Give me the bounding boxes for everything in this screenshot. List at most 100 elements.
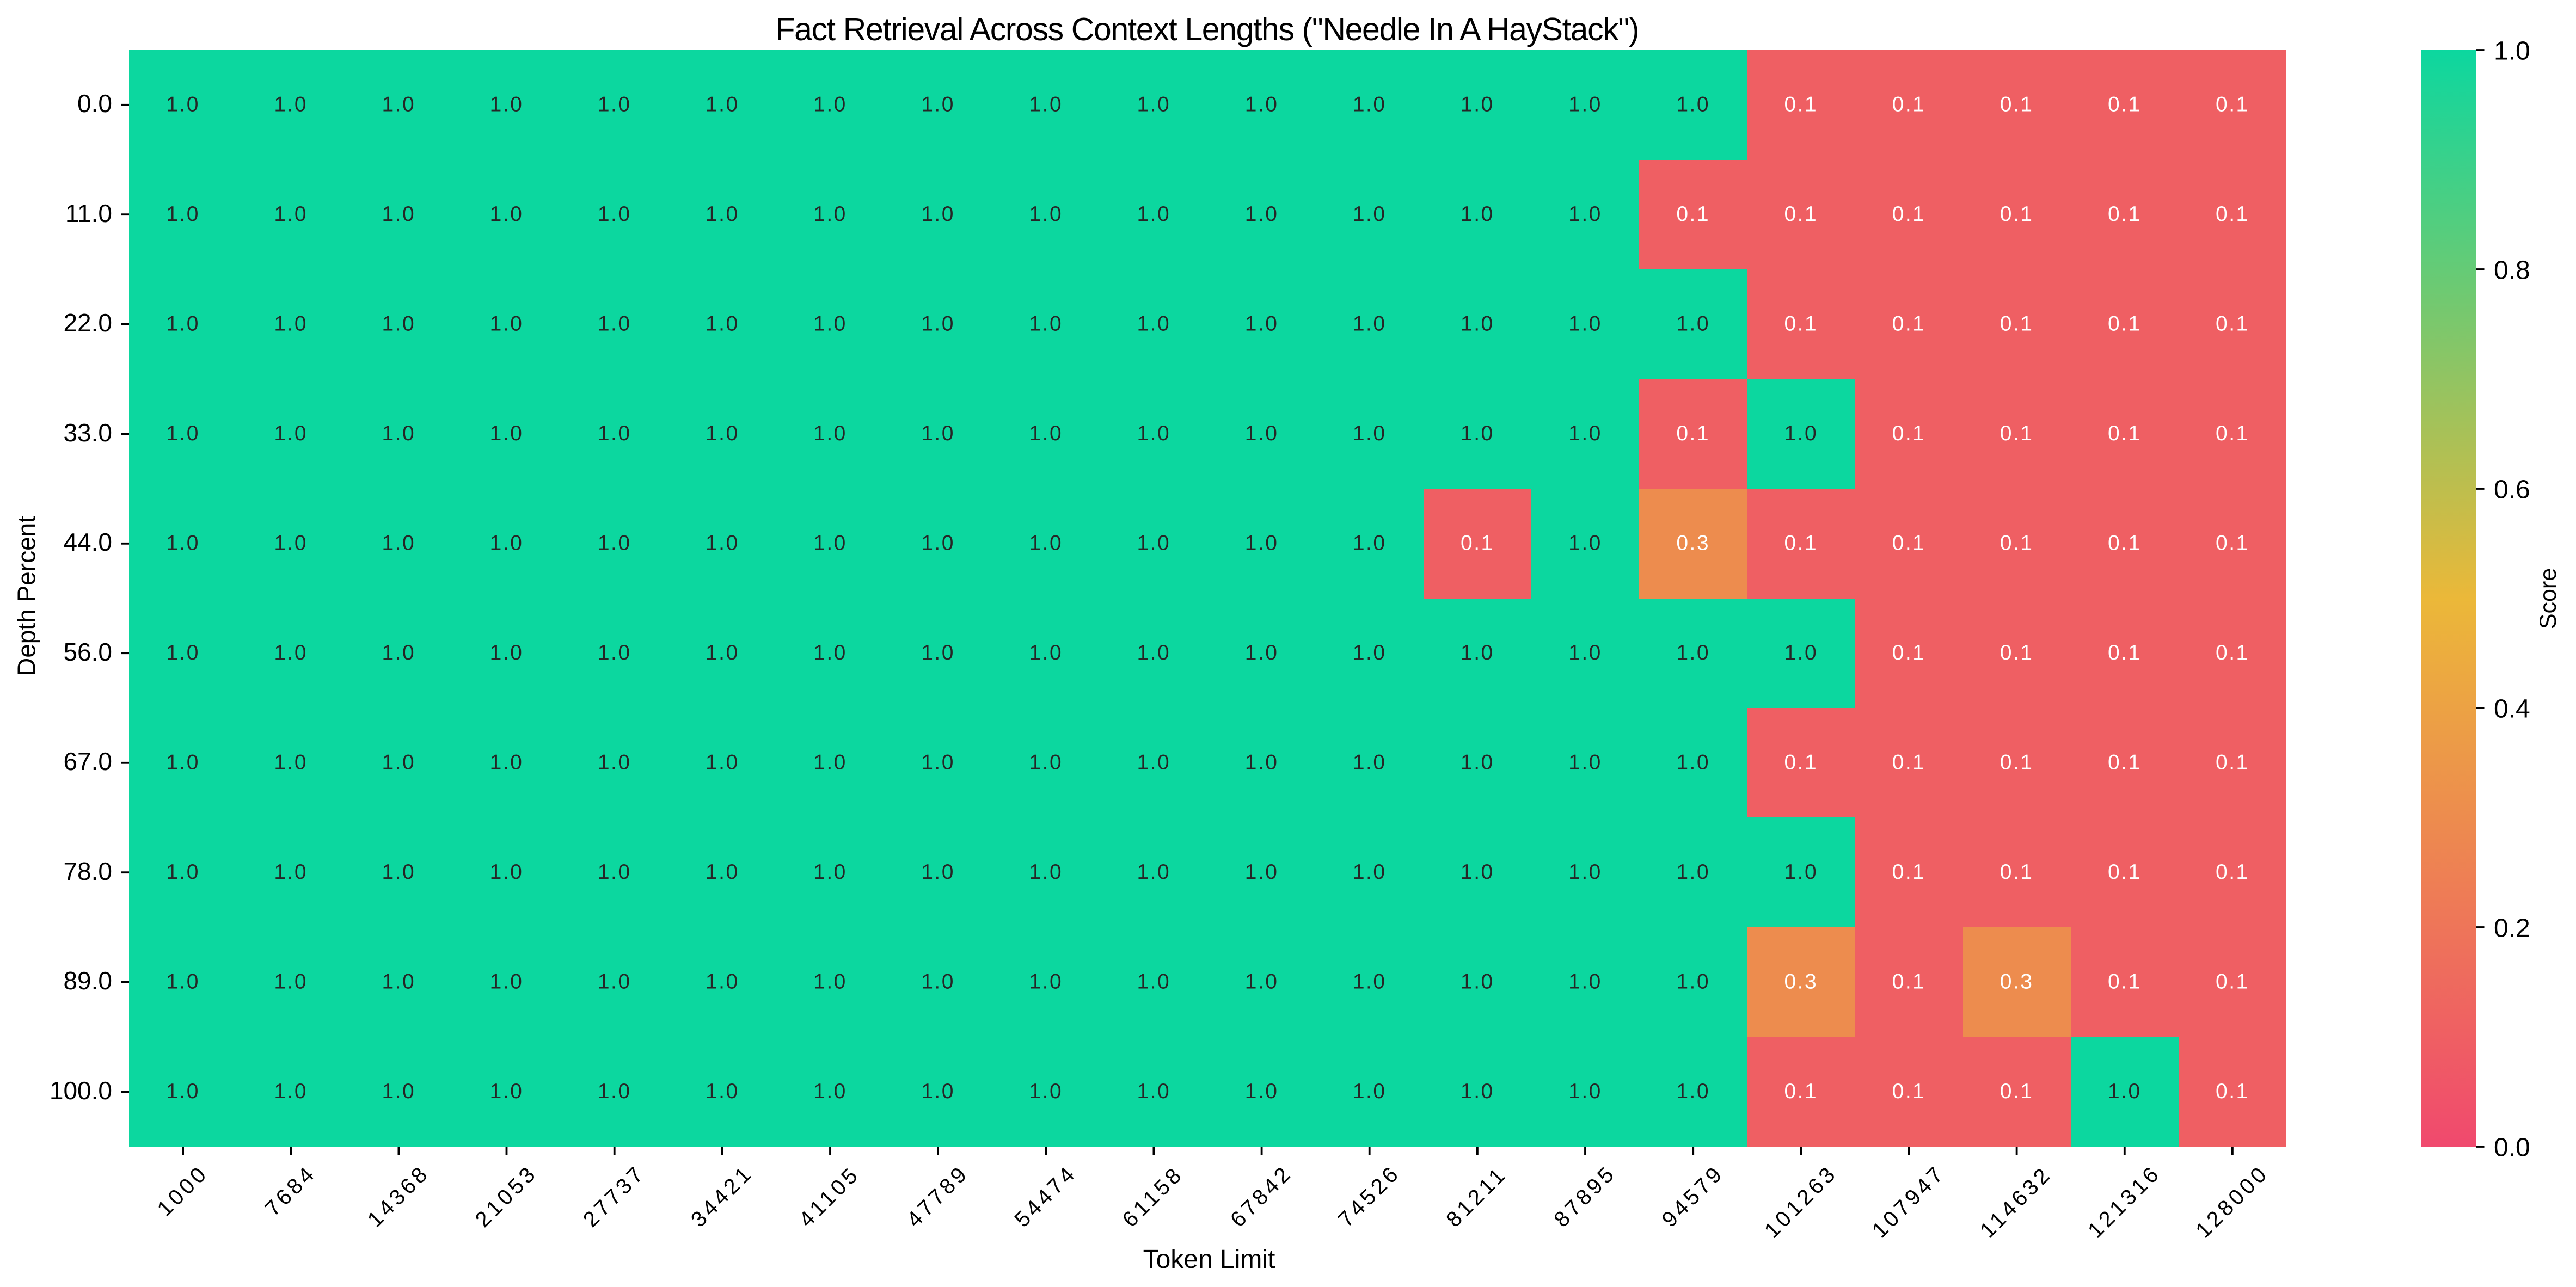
svg-text:1.0: 1.0: [1353, 93, 1387, 116]
svg-text:56.0: 56.0: [63, 638, 112, 666]
svg-text:1.0: 1.0: [1461, 422, 1494, 445]
svg-text:0.1: 0.1: [2108, 860, 2142, 884]
svg-text:1.0: 1.0: [706, 93, 739, 116]
svg-text:1.0: 1.0: [921, 1080, 955, 1103]
svg-text:67.0: 67.0: [63, 747, 112, 775]
svg-text:0.1: 0.1: [2108, 970, 2142, 994]
svg-text:1.0: 1.0: [490, 860, 524, 884]
svg-text:1.0: 1.0: [1137, 751, 1171, 774]
svg-text:1.0: 1.0: [813, 93, 847, 116]
svg-text:11.0: 11.0: [65, 199, 112, 227]
svg-text:89.0: 89.0: [63, 966, 112, 995]
svg-text:1.0: 1.0: [1245, 532, 1279, 555]
svg-text:1.0: 1.0: [274, 1080, 308, 1103]
svg-text:1.0: 1.0: [1353, 751, 1387, 774]
svg-text:1.0: 1.0: [490, 202, 524, 226]
svg-text:1.0: 1.0: [1029, 532, 1063, 555]
svg-text:1.0: 1.0: [1353, 202, 1387, 226]
svg-text:0.1: 0.1: [1892, 641, 1926, 664]
svg-text:0.1: 0.1: [1892, 751, 1926, 774]
svg-text:0.1: 0.1: [2216, 1080, 2249, 1103]
svg-text:1.0: 1.0: [1245, 312, 1279, 336]
svg-text:1.0: 1.0: [1245, 860, 1279, 884]
svg-text:1.0: 1.0: [1568, 641, 1602, 664]
svg-text:1.0: 1.0: [706, 532, 739, 555]
svg-text:1.0: 1.0: [598, 312, 631, 336]
svg-text:1.0: 1.0: [1353, 860, 1387, 884]
svg-text:0.1: 0.1: [1784, 532, 1818, 555]
svg-text:0.1: 0.1: [2000, 93, 2034, 116]
svg-text:1.0: 1.0: [1137, 1080, 1171, 1103]
svg-text:1.0: 1.0: [1461, 202, 1494, 226]
svg-text:0.1: 0.1: [2000, 312, 2034, 336]
svg-text:1.0: 1.0: [1353, 970, 1387, 994]
svg-text:1.0: 1.0: [1461, 93, 1494, 116]
svg-text:1.0: 1.0: [382, 1080, 416, 1103]
svg-text:1.0: 1.0: [382, 312, 416, 336]
svg-text:0.1: 0.1: [2216, 970, 2249, 994]
svg-text:1.0: 1.0: [490, 422, 524, 445]
svg-text:1.0: 1.0: [1353, 312, 1387, 336]
svg-text:0.1: 0.1: [2000, 641, 2034, 664]
svg-text:44.0: 44.0: [63, 528, 112, 556]
svg-text:1.0: 1.0: [813, 422, 847, 445]
svg-text:0.1: 0.1: [1784, 312, 1818, 336]
svg-text:1.0: 1.0: [2494, 37, 2530, 66]
svg-text:0.1: 0.1: [2216, 532, 2249, 555]
svg-text:1.0: 1.0: [274, 202, 308, 226]
svg-text:1.0: 1.0: [274, 751, 308, 774]
svg-text:1.0: 1.0: [1784, 641, 1818, 664]
svg-text:1.0: 1.0: [274, 93, 308, 116]
svg-text:1.0: 1.0: [1568, 202, 1602, 226]
svg-text:1.0: 1.0: [166, 641, 200, 664]
svg-text:0.3: 0.3: [1784, 970, 1818, 994]
svg-text:1.0: 1.0: [1568, 93, 1602, 116]
svg-text:1.0: 1.0: [813, 1080, 847, 1103]
svg-text:1.0: 1.0: [598, 1080, 631, 1103]
svg-text:1.0: 1.0: [382, 751, 416, 774]
svg-text:1.0: 1.0: [166, 202, 200, 226]
svg-text:33.0: 33.0: [63, 418, 112, 447]
svg-text:1.0: 1.0: [1676, 1080, 1710, 1103]
svg-text:1.0: 1.0: [166, 970, 200, 994]
svg-text:1.0: 1.0: [490, 970, 524, 994]
svg-text:0.1: 0.1: [2108, 202, 2142, 226]
svg-text:0.1: 0.1: [1784, 202, 1818, 226]
svg-text:1.0: 1.0: [813, 860, 847, 884]
svg-text:1.0: 1.0: [1568, 312, 1602, 336]
svg-text:1.0: 1.0: [274, 970, 308, 994]
svg-text:1.0: 1.0: [813, 751, 847, 774]
svg-text:1.0: 1.0: [1029, 751, 1063, 774]
svg-text:1.0: 1.0: [274, 641, 308, 664]
svg-text:1.0: 1.0: [1784, 422, 1818, 445]
svg-text:1.0: 1.0: [921, 751, 955, 774]
svg-text:1.0: 1.0: [1029, 970, 1063, 994]
svg-text:1.0: 1.0: [706, 202, 739, 226]
svg-text:1.0: 1.0: [382, 202, 416, 226]
svg-text:0.3: 0.3: [1676, 532, 1710, 555]
svg-text:0.1: 0.1: [1784, 751, 1818, 774]
svg-text:0.1: 0.1: [1676, 202, 1710, 226]
svg-text:0.1: 0.1: [1461, 532, 1494, 555]
svg-text:0.1: 0.1: [1892, 312, 1926, 336]
svg-text:1.0: 1.0: [1353, 1080, 1387, 1103]
svg-text:0.1: 0.1: [2000, 860, 2034, 884]
svg-text:Score: Score: [2535, 568, 2561, 629]
svg-text:1.0: 1.0: [1137, 860, 1171, 884]
svg-text:1.0: 1.0: [1568, 532, 1602, 555]
svg-text:1.0: 1.0: [598, 202, 631, 226]
svg-text:1.0: 1.0: [490, 312, 524, 336]
svg-text:1.0: 1.0: [166, 1080, 200, 1103]
svg-text:1.0: 1.0: [598, 422, 631, 445]
svg-text:1.0: 1.0: [598, 93, 631, 116]
svg-text:1.0: 1.0: [706, 1080, 739, 1103]
svg-text:1.0: 1.0: [1029, 860, 1063, 884]
svg-text:0.1: 0.1: [2000, 202, 2034, 226]
svg-text:1.0: 1.0: [921, 422, 955, 445]
svg-text:1.0: 1.0: [598, 532, 631, 555]
svg-text:1.0: 1.0: [921, 641, 955, 664]
svg-text:0.1: 0.1: [2108, 312, 2142, 336]
svg-text:0.1: 0.1: [2000, 1080, 2034, 1103]
svg-text:1.0: 1.0: [813, 312, 847, 336]
svg-text:0.1: 0.1: [2216, 312, 2249, 336]
